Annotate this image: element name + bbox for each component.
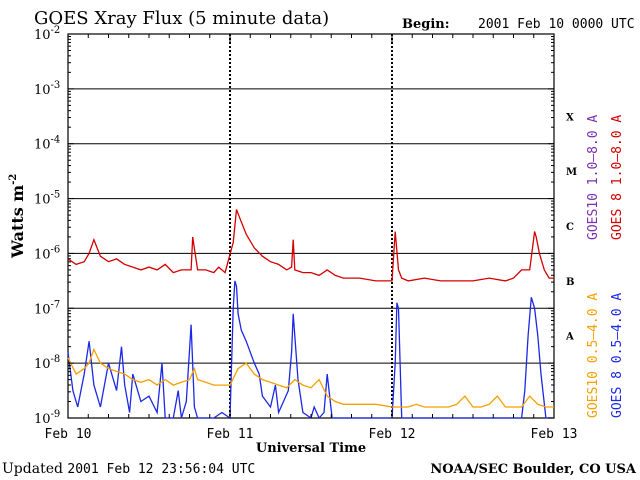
y-tick-label-base: 10 [34, 412, 51, 427]
x-tick-label: Feb 13 [531, 427, 578, 442]
chart-title: GOES Xray Flux (5 minute data) [34, 8, 329, 29]
flare-class-label: B [566, 277, 574, 288]
x-tick-label: Feb 11 [207, 427, 254, 442]
y-tick-label-exponent: -8 [51, 354, 61, 365]
x-axis-title: Universal Time [256, 441, 366, 456]
y-tick-label: 10-8 [34, 354, 60, 372]
footer-updated-value: 2001 Feb 12 23:56:04 UTC [67, 462, 255, 477]
y-tick-label: 10-3 [34, 80, 60, 98]
series-line [67, 347, 554, 408]
legend-entry: GOES 8 1.0–8.0 A [610, 115, 625, 240]
series-line [67, 209, 554, 282]
y-tick-label-exponent: -5 [51, 190, 61, 201]
y-tick-label-base: 10 [34, 302, 51, 317]
y-tick-label: 10-4 [34, 135, 60, 153]
y-tick-label-base: 10 [34, 193, 51, 208]
flare-class-labels: A B C M X [565, 112, 577, 342]
y-tick-label-exponent: -6 [51, 244, 61, 255]
footer-source: NOAA/SEC Boulder, CO USA [430, 462, 637, 477]
y-tick-label: 10-6 [34, 244, 60, 262]
y-tick-label-exponent: -9 [51, 409, 61, 420]
series-line [67, 280, 554, 420]
legend-entry: GOES10 0.5–4.0 A [586, 293, 601, 418]
footer-updated: Updated 2001 Feb 12 23:56:04 UTC [2, 461, 255, 477]
x-tick-label: Feb 10 [45, 427, 92, 442]
legend-entry: GOES10 1.0–8.0 A [586, 115, 601, 240]
x-tick-label: Feb 12 [369, 427, 416, 442]
legend-entry: GOES 8 0.5–4.0 A [610, 293, 625, 418]
y-axis-title-text: Watts m [8, 185, 27, 259]
y-tick-label: 10-2 [34, 25, 60, 43]
y-tick-label-exponent: -2 [51, 25, 61, 36]
flare-class-label: A [565, 332, 574, 343]
grid-layer [68, 34, 554, 418]
y-tick-label-base: 10 [34, 357, 51, 372]
y-tick-label-base: 10 [34, 83, 51, 98]
flare-class-label: C [566, 222, 574, 233]
flare-class-label: X [566, 112, 574, 123]
y-axis-title-exponent: -2 [8, 174, 19, 185]
y-tick-label-exponent: -3 [51, 80, 61, 91]
plot-frame [67, 33, 555, 419]
y-tick-label-base: 10 [34, 138, 51, 153]
y-tick-label-exponent: -7 [51, 299, 61, 310]
legend: GOES10 1.0–8.0 A GOES 8 1.0–8.0 A GOES10 0… [586, 115, 625, 418]
y-tick-label-base: 10 [34, 28, 51, 43]
y-tick-label-exponent: -4 [51, 135, 61, 146]
y-tick-label: 10-5 [34, 190, 60, 208]
y-tick-label: 10-9 [34, 409, 60, 427]
flare-class-label: M [566, 167, 577, 178]
y-tick-label-base: 10 [34, 247, 51, 262]
y-axis-title: Watts m-2 [8, 174, 27, 259]
y-tick-label: 10-7 [34, 299, 60, 317]
series-layer [67, 209, 554, 420]
begin-label: Begin: [402, 17, 450, 32]
begin-value: 2001 Feb 10 0000 UTC [478, 17, 635, 32]
footer-updated-prefix: Updated [2, 461, 63, 477]
